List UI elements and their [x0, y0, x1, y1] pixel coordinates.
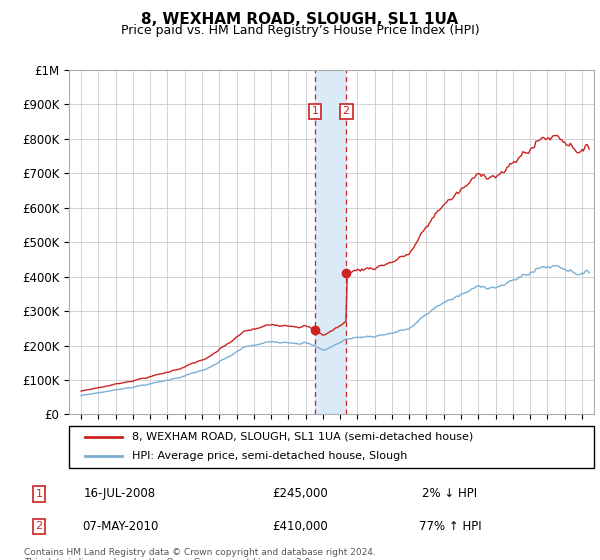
Text: 2: 2	[35, 521, 43, 531]
Text: Contains HM Land Registry data © Crown copyright and database right 2024.
This d: Contains HM Land Registry data © Crown c…	[24, 548, 376, 560]
Text: 16-JUL-2008: 16-JUL-2008	[84, 487, 156, 501]
Text: 8, WEXHAM ROAD, SLOUGH, SL1 1UA (semi-detached house): 8, WEXHAM ROAD, SLOUGH, SL1 1UA (semi-de…	[132, 432, 473, 442]
Text: Price paid vs. HM Land Registry’s House Price Index (HPI): Price paid vs. HM Land Registry’s House …	[121, 24, 479, 37]
Text: 2% ↓ HPI: 2% ↓ HPI	[422, 487, 478, 501]
Text: 77% ↑ HPI: 77% ↑ HPI	[419, 520, 481, 533]
Text: 1: 1	[311, 106, 319, 116]
Bar	[315, 70, 346, 414]
Text: £410,000: £410,000	[272, 520, 328, 533]
Text: 07-MAY-2010: 07-MAY-2010	[82, 520, 158, 533]
Text: 2: 2	[343, 106, 350, 116]
Text: 8, WEXHAM ROAD, SLOUGH, SL1 1UA: 8, WEXHAM ROAD, SLOUGH, SL1 1UA	[142, 12, 458, 27]
Text: £245,000: £245,000	[272, 487, 328, 501]
Text: 1: 1	[35, 489, 43, 499]
Text: HPI: Average price, semi-detached house, Slough: HPI: Average price, semi-detached house,…	[132, 451, 407, 461]
